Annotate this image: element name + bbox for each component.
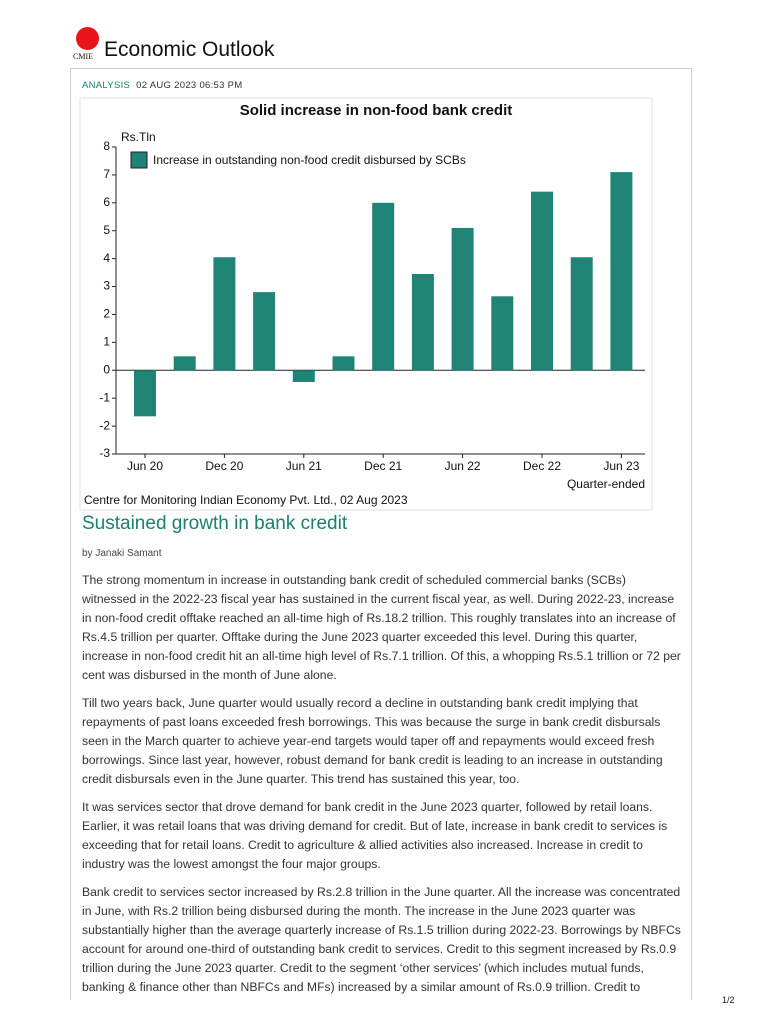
y-axis-label: Rs.Tln [121, 130, 156, 144]
x-tick-label: Dec 20 [205, 459, 243, 473]
logo-text: CMIE [73, 52, 93, 61]
y-tick-label: 7 [103, 167, 110, 181]
y-tick-label: 1 [103, 335, 110, 349]
bar [332, 356, 355, 371]
x-tick-label: Jun 20 [127, 459, 163, 473]
bar [491, 296, 514, 371]
bar [570, 257, 593, 371]
y-tick-label: -1 [99, 390, 110, 404]
x-tick-label: Jun 22 [445, 459, 481, 473]
bar [292, 370, 315, 382]
bar [173, 356, 196, 371]
x-tick-label: Jun 23 [603, 459, 639, 473]
y-tick-label: 3 [103, 279, 110, 293]
bar [253, 292, 276, 371]
y-tick-label: 0 [103, 362, 110, 376]
x-axis-label: Quarter-ended [567, 477, 645, 491]
paragraph: It was services sector that drove demand… [82, 800, 668, 871]
paragraph: Till two years back, June quarter would … [82, 696, 663, 786]
bar [531, 191, 553, 371]
y-tick-label: 2 [103, 307, 110, 321]
article-body: The strong momentum in increase in outst… [82, 571, 682, 999]
chart: Solid increase in non-food bank credit R… [79, 97, 653, 511]
paragraph: Bank credit to services sector increased… [82, 885, 681, 994]
x-tick-label: Dec 21 [364, 459, 402, 473]
publication-title: Economic Outlook [104, 38, 275, 61]
article-heading: Sustained growth in bank credit [82, 513, 348, 534]
category-tag[interactable]: ANALYSIS [82, 80, 131, 91]
chart-title: Solid increase in non-food bank credit [240, 102, 513, 119]
bar [610, 172, 633, 371]
chart-panel [79, 97, 653, 511]
y-tick-label: -2 [99, 418, 110, 432]
y-tick-label: -3 [99, 446, 110, 460]
byline: by Janaki Samant [82, 548, 162, 559]
bar [134, 370, 156, 417]
article-frame [70, 68, 692, 1000]
legend-label: Increase in outstanding non-food credit … [153, 153, 466, 167]
bar [411, 273, 434, 371]
y-tick-label: 6 [103, 195, 110, 209]
bar [372, 202, 395, 371]
bar [451, 227, 474, 371]
y-tick-label: 5 [103, 223, 110, 237]
y-tick-label: 4 [103, 251, 110, 265]
legend-swatch [130, 151, 148, 169]
paragraph: The strong momentum in increase in outst… [82, 573, 681, 682]
page-number: 1/2 [722, 995, 735, 1005]
date: 02 AUG 2023 06:53 PM [136, 80, 243, 91]
bar [213, 257, 236, 371]
logo-mark [76, 27, 99, 50]
article-meta: ANALYSIS 02 AUG 2023 06:53 PM [82, 80, 243, 91]
y-tick-label: 8 [103, 139, 110, 153]
chart-source: Centre for Monitoring Indian Economy Pvt… [84, 493, 408, 507]
x-tick-label: Dec 22 [523, 459, 561, 473]
x-tick-label: Jun 21 [286, 459, 322, 473]
